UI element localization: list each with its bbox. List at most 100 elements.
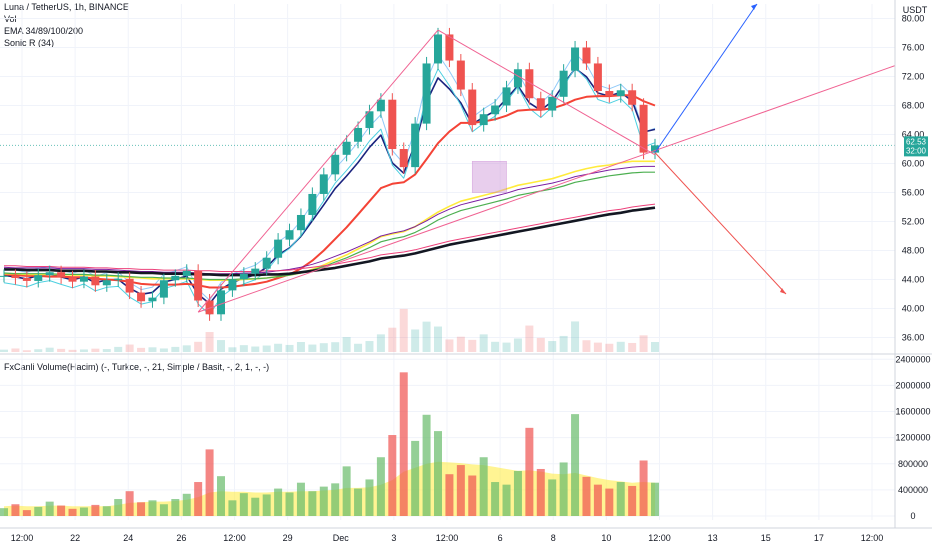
volume-bar	[68, 508, 77, 516]
candle-body	[308, 193, 317, 215]
price-volume-bar	[434, 326, 442, 352]
ema-pink-line	[4, 203, 656, 272]
volume-bar	[479, 457, 488, 516]
candle-body	[251, 268, 260, 274]
volume-bar	[217, 476, 225, 516]
price-tick-label: 36.00	[902, 333, 925, 343]
volume-tick-label: 0	[910, 511, 915, 521]
volume-bar	[274, 488, 283, 516]
candle-body	[57, 272, 66, 278]
volume-bar	[159, 504, 168, 516]
volume-bar	[308, 491, 317, 516]
bullish-arrow[interactable]	[654, 3, 758, 153]
volume-bar	[205, 449, 214, 516]
price-tick-label: 48.00	[902, 246, 925, 256]
candle-body	[239, 273, 248, 280]
candle-body	[125, 278, 134, 293]
time-tick-label: 15	[761, 533, 771, 543]
price-panel-volume-bars	[0, 308, 659, 352]
candle-body	[91, 276, 100, 286]
price-volume-bar	[559, 335, 568, 352]
volume-bar	[513, 470, 522, 516]
price-volume-bar	[91, 348, 100, 352]
trendline-support[interactable]	[197, 65, 896, 313]
time-tick-label: 24	[123, 533, 133, 543]
price-volume-bar	[262, 345, 271, 352]
volume-bar	[34, 506, 43, 516]
bearish-arrow[interactable]	[654, 152, 787, 295]
price-volume-bar	[422, 321, 431, 352]
price-volume-bar	[616, 341, 625, 352]
volume-bar	[228, 500, 237, 516]
volume-bar	[605, 488, 614, 516]
volume-bar	[45, 501, 54, 516]
time-tick-label: 10	[601, 533, 611, 543]
volume-bar	[251, 497, 260, 516]
volume-bar	[456, 465, 465, 516]
candle-body	[45, 272, 54, 276]
price-volume-bar	[0, 349, 8, 352]
volume-bar	[388, 435, 397, 516]
price-volume-bar	[651, 342, 659, 352]
candle-body	[388, 99, 397, 149]
volume-bar	[639, 460, 648, 516]
demand-zone[interactable]	[471, 161, 507, 193]
price-volume-bar	[376, 334, 385, 352]
candle-body	[411, 123, 420, 168]
volume-tick-label: 2000000	[895, 380, 930, 390]
time-tick-label: 12:00	[11, 533, 34, 543]
candle-body	[525, 69, 534, 99]
time-tick-label: 12:00	[436, 533, 459, 543]
price-volume-bar	[274, 343, 283, 352]
volume-panel-label[interactable]: FxCanli Volume(Hacim) (-, Turkce, -, 21,…	[4, 362, 270, 372]
price-volume-bar	[285, 344, 294, 352]
price-volume-bar	[365, 341, 374, 352]
volume-bar	[468, 475, 477, 516]
ema-indicator-label[interactable]: EMA 34/89/100/200	[4, 26, 84, 36]
volume-bar	[11, 504, 20, 516]
candle-body	[605, 91, 614, 97]
candle-body	[79, 276, 88, 282]
volume-bar	[319, 486, 328, 516]
symbol-title[interactable]: Luna / TetherUS, 1h, BINANCE	[4, 2, 129, 12]
volume-bar	[239, 493, 248, 516]
volume-bar	[502, 484, 511, 516]
time-tick-label: 3	[391, 533, 396, 543]
candle-body	[491, 105, 500, 115]
price-volume-bar	[456, 336, 465, 352]
trendline-rise[interactable]	[197, 29, 439, 313]
candle-body	[548, 96, 557, 111]
price-volume-bar	[125, 344, 134, 352]
price-volume-bar	[411, 329, 420, 352]
price-volume-bar	[388, 327, 397, 352]
sonic-r-indicator-label[interactable]: Sonic R (34)	[4, 38, 55, 48]
volume-bar	[0, 508, 8, 516]
price-volume-bar	[228, 347, 237, 352]
price-tick-label: 64.00	[902, 130, 925, 140]
candle-body	[148, 297, 157, 302]
time-tick-label: Dec	[333, 533, 350, 543]
volume-bar	[285, 492, 294, 516]
candle-body	[205, 300, 214, 315]
trendline-fall[interactable]	[437, 29, 656, 156]
volume-tick-label: 2400000	[895, 354, 930, 364]
price-volume-bar	[159, 348, 168, 352]
user-drawings[interactable]	[197, 3, 896, 313]
ema34-line	[3, 94, 656, 289]
candle-body	[616, 90, 625, 97]
candle-body	[422, 63, 431, 124]
price-volume-bar	[445, 339, 454, 352]
candle-body	[285, 230, 294, 240]
volume-bar	[491, 482, 500, 516]
candle-body	[571, 47, 580, 71]
bearish-arrowhead	[780, 288, 786, 294]
candle-body	[593, 63, 602, 91]
price-volume-bar	[319, 343, 328, 352]
ema200-line	[4, 206, 656, 277]
volume-bar	[536, 468, 545, 516]
price-volume-bar	[536, 337, 545, 352]
last-price-badge: 62.53 32:00	[904, 136, 928, 157]
price-volume-bar	[114, 346, 123, 352]
volume-bar	[114, 499, 123, 516]
